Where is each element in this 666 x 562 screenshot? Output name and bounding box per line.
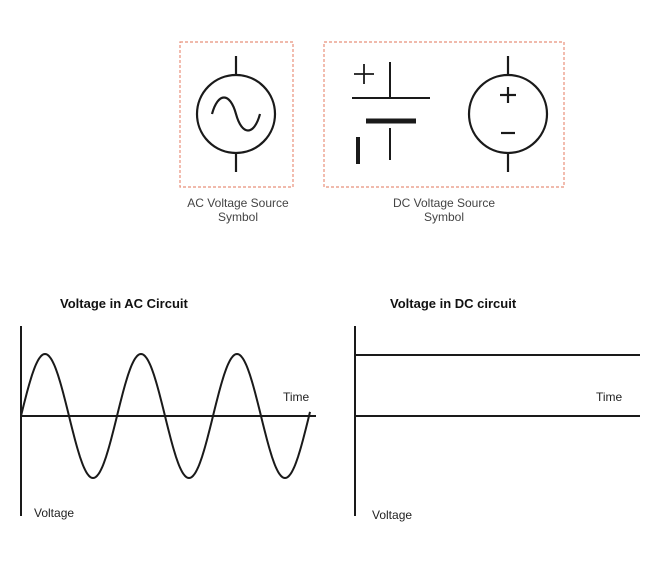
dc-graph-title: Voltage in DC circuit — [390, 296, 517, 311]
dc-symbol-caption: DC Voltage Source Symbol — [374, 196, 514, 224]
ac-symbol-frame — [179, 41, 294, 188]
dc-graph-axes — [354, 326, 640, 516]
battery-icon — [352, 62, 430, 164]
dc-caption-line1: DC Voltage Source — [392, 196, 496, 210]
ac-source-icon — [195, 56, 277, 172]
dc-caption-line2: Symbol — [423, 210, 464, 224]
dc-source-icon — [467, 56, 549, 172]
ac-time-label: Time — [283, 390, 310, 404]
ac-graph-axes — [20, 326, 316, 516]
ac-graph-title: Voltage in AC Circuit — [60, 296, 188, 311]
ac-caption-line1: AC Voltage Source — [187, 196, 289, 210]
dc-time-label: Time — [596, 390, 623, 404]
ac-caption-line2: Symbol — [217, 210, 258, 224]
ac-sine-wave — [20, 352, 311, 480]
ac-symbol-caption: AC Voltage Source Symbol — [170, 196, 306, 224]
ac-voltage-label: Voltage — [34, 506, 75, 520]
dc-voltage-label: Voltage — [372, 508, 413, 522]
dc-symbol-frame — [323, 41, 565, 188]
